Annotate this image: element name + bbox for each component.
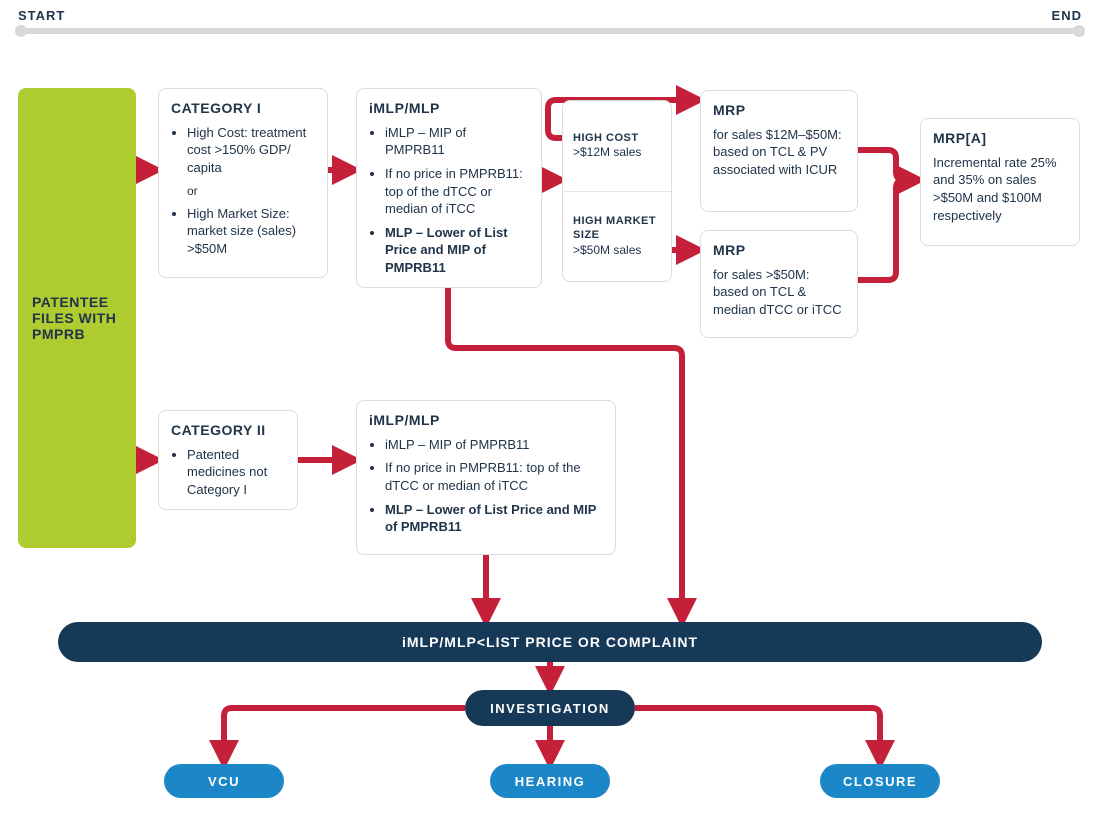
category-2-title: CATEGORY II [171,421,285,440]
mrp-bottom-node: MRP for sales >$50M: based on TCL & medi… [700,230,858,338]
imlp-mlp-bottom-b1: iMLP – MIP of PMPRB11 [385,436,603,454]
edge-mrptop-mrpa [858,150,920,180]
category-1-node: CATEGORY I High Cost: treatment cost >15… [158,88,328,278]
imlp-mlp-top-b2: If no price in PMPRB11: top of the dTCC … [385,165,529,218]
category-1-bullet-2: High Market Size: market size (sales) >$… [187,205,315,258]
complaint-bar: iMLP/MLP<LIST PRICE OR COMPLAINT [58,622,1042,662]
category-2-node: CATEGORY II Patented medicines not Categ… [158,410,298,510]
closure-label: CLOSURE [843,774,917,789]
category-1-title: CATEGORY I [171,99,315,118]
imlp-mlp-top-node: iMLP/MLP iMLP – MIP of PMPRB11 If no pri… [356,88,542,288]
start-label: PATENTEE FILES WITH PMPRB [32,294,122,342]
high-market-size-label: HIGH MARKET SIZE [573,214,661,243]
hearing-pill: HEARING [490,764,610,798]
mrp-bottom-text: for sales >$50M: based on TCL & median d… [713,266,845,319]
closure-pill: CLOSURE [820,764,940,798]
vcu-label: VCU [208,774,240,789]
investigation-pill: INVESTIGATION [465,690,635,726]
timeline-start-label: START [18,8,65,23]
mrpa-node: MRP[A] Incremental rate 25% and 35% on s… [920,118,1080,246]
mrp-bottom-title: MRP [713,241,845,260]
edge-inv-closure [635,708,880,764]
imlp-mlp-bottom-node: iMLP/MLP iMLP – MIP of PMPRB11 If no pri… [356,400,616,555]
hearing-label: HEARING [515,774,585,789]
high-cost-label: HIGH COST [573,131,661,145]
edge-inv-vcu [224,708,465,764]
timeline-end-label: END [1052,8,1082,23]
mrp-top-node: MRP for sales $12M–$50M: based on TCL & … [700,90,858,212]
imlp-mlp-bottom-b2: If no price in PMPRB11: top of the dTCC … [385,459,603,494]
high-market-size-value: >$50M sales [573,243,661,259]
imlp-mlp-bottom-b3: MLP – Lower of List Price and MIP of PMP… [385,501,603,536]
category-2-bullet-1: Patented medicines not Category I [187,446,285,499]
imlp-mlp-bottom-title: iMLP/MLP [369,411,603,430]
imlp-mlp-top-b1: iMLP – MIP of PMPRB11 [385,124,529,159]
category-1-or: or [171,183,315,199]
mrpa-title: MRP[A] [933,129,1067,148]
complaint-label: iMLP/MLP<LIST PRICE OR COMPLAINT [402,634,698,650]
edge-mrpbot-mrpa [858,180,920,280]
imlp-mlp-top-title: iMLP/MLP [369,99,529,118]
imlp-mlp-top-b3: MLP – Lower of List Price and MIP of PMP… [385,224,529,277]
start-node: PATENTEE FILES WITH PMPRB [18,88,136,548]
mrpa-text: Incremental rate 25% and 35% on sales >$… [933,154,1067,224]
investigation-label: INVESTIGATION [490,701,610,716]
mrp-top-text: for sales $12M–$50M: based on TCL & PV a… [713,126,845,179]
timeline-bar [18,28,1082,34]
mrp-top-title: MRP [713,101,845,120]
high-cost-value: >$12M sales [573,145,661,161]
category-1-bullet-1: High Cost: treatment cost >150% GDP/ cap… [187,124,315,177]
threshold-split-node: HIGH COST >$12M sales HIGH MARKET SIZE >… [562,100,672,282]
vcu-pill: VCU [164,764,284,798]
